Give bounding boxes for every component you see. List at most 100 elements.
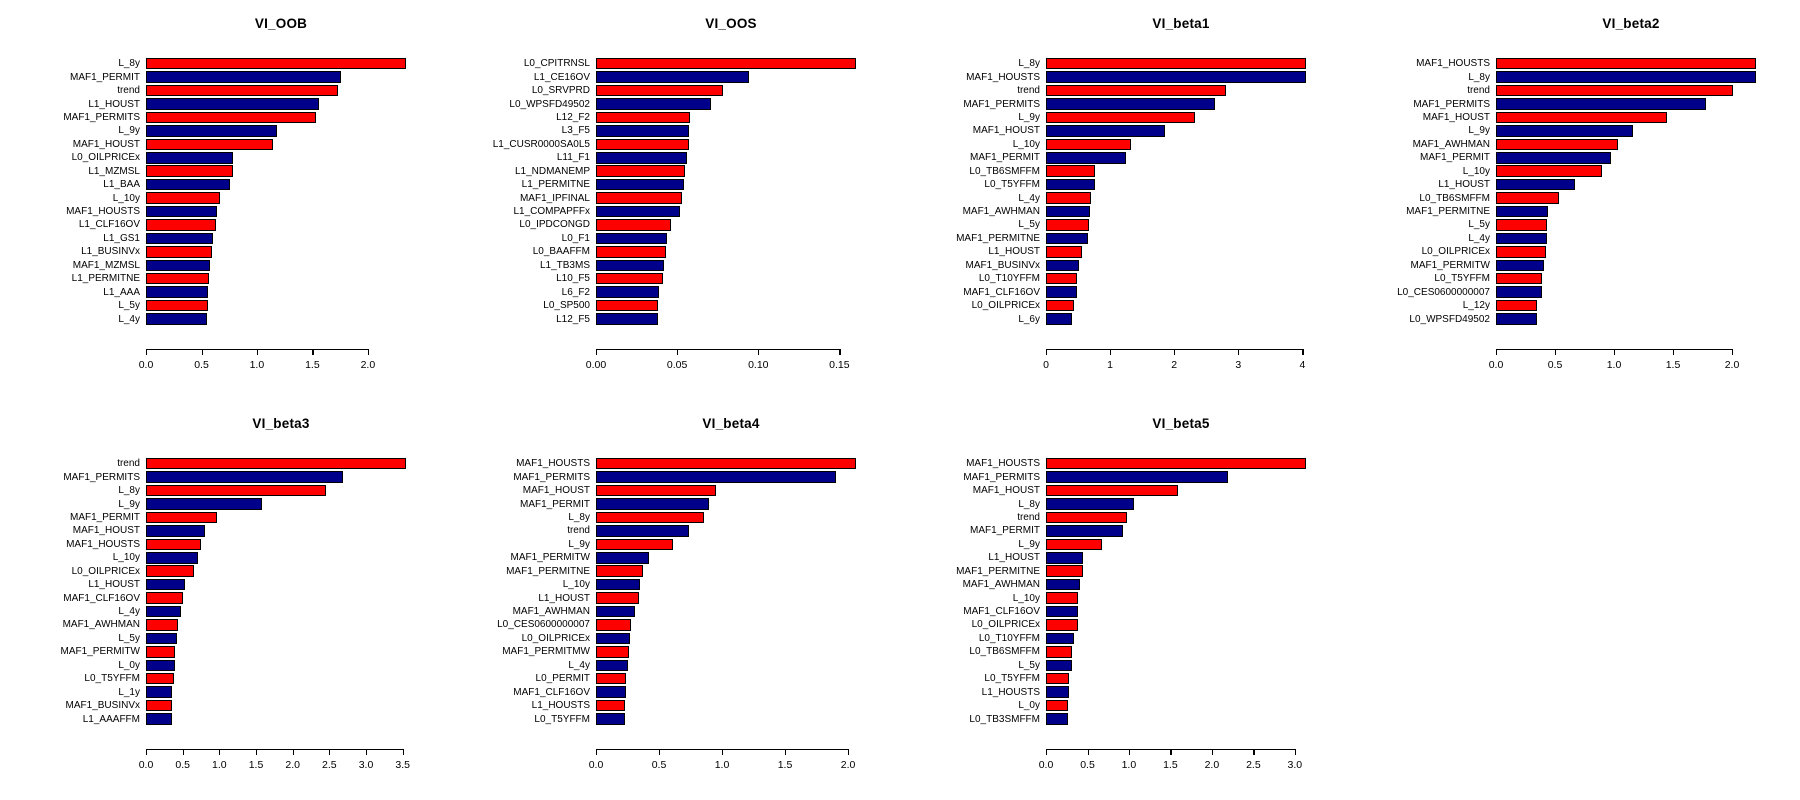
bar-row: L_4y: [0, 605, 450, 618]
category-label: trend: [1017, 511, 1040, 523]
bar-row: MAF1_CLF16OV: [0, 591, 450, 604]
category-label: MAF1_PERMIT: [1419, 152, 1490, 164]
category-label: L12_F2: [556, 111, 590, 123]
bar: [1046, 286, 1077, 298]
bar-row: MAF1_HOUSTS: [0, 205, 450, 218]
bar-row: MAF1_HOUSTS: [1350, 57, 1800, 70]
bar-track: [596, 552, 896, 564]
category-label: MAF1_PERMIT: [519, 498, 590, 510]
bar-row: L_9y: [1350, 124, 1800, 137]
bar: [146, 246, 212, 258]
axis-line: [596, 349, 840, 350]
bar-track: [146, 511, 446, 524]
bar: [146, 619, 179, 631]
bar-row: L12_F2: [450, 111, 900, 124]
bar-row: L0_PERMIT: [450, 672, 900, 685]
category-label: L_9y: [1018, 111, 1040, 123]
bar-track: [596, 299, 896, 312]
category-label: MAF1_CLF16OV: [63, 592, 140, 604]
bar-row: L0_T10YFFM: [900, 632, 1350, 645]
chart-title: VI_beta2: [1602, 16, 1660, 31]
bar-track: [146, 471, 446, 483]
bar-track: [146, 71, 446, 83]
category-label: L1_HOUSTS: [531, 700, 590, 712]
bar-row: L0_CPITRNSL: [450, 57, 900, 70]
bar-track: [1046, 84, 1346, 97]
bar-row: MAF1_AWHMAN: [900, 578, 1350, 591]
bar-row: L0_WPSFD49502: [450, 97, 900, 110]
bar-row: MAF1_AWHMAN: [450, 605, 900, 618]
bar-track: [1046, 259, 1346, 272]
category-label: L_0y: [118, 659, 140, 671]
bar: [1046, 125, 1166, 137]
bar-track: [146, 538, 446, 551]
bar-track: [146, 713, 446, 725]
axis-tick-label: 1.5: [1163, 759, 1178, 771]
bar-row: L10_F5: [450, 272, 900, 285]
bar-track: [1046, 205, 1346, 218]
bar-track: [146, 646, 446, 658]
bar-track: [596, 619, 896, 631]
category-label: trend: [117, 458, 140, 470]
category-label: L1_HOUST: [88, 98, 140, 110]
bar-track: [146, 232, 446, 245]
axis-tick: [1170, 749, 1172, 755]
bar: [146, 699, 172, 712]
bar-track: [596, 699, 896, 712]
category-label: L_4y: [568, 659, 590, 671]
bar: [146, 178, 231, 191]
bar-row: L_8y: [0, 484, 450, 497]
bar-row: L_10y: [0, 551, 450, 564]
axis-tick: [1253, 749, 1255, 755]
bar-row: L_0y: [900, 699, 1350, 712]
category-label: MAF1_PERMIT: [969, 152, 1040, 164]
category-label: L_8y: [1468, 71, 1490, 83]
bar-row: L_4y: [450, 659, 900, 672]
bar: [1496, 138, 1618, 151]
category-label: L_5y: [1018, 659, 1040, 671]
bar: [1496, 152, 1611, 164]
bar-track: [146, 286, 446, 298]
bar: [596, 619, 632, 631]
category-label: L1_TB3MS: [539, 259, 590, 271]
bar-track: [1046, 299, 1346, 312]
bar-row: L1_HOUST: [0, 578, 450, 591]
bar-row: L11_F1: [450, 151, 900, 164]
bar-row: L0_T5YFFM: [0, 672, 450, 685]
bar-track: [1046, 525, 1346, 537]
bar: [146, 205, 217, 218]
bar-row: L_9y: [0, 124, 450, 137]
chart-vi-beta2: VI_beta2 MAF1_HOUSTS L_8y trend MAF1_PERMIT…: [1350, 0, 1800, 400]
bar-row: MAF1_HOUSTS: [900, 70, 1350, 83]
category-label: MAF1_PERMITNE: [956, 232, 1040, 244]
bar-track: [146, 125, 446, 137]
bar-track: [146, 192, 446, 204]
bar: [1046, 525, 1124, 537]
bar-row: L1_HOUST: [450, 591, 900, 604]
bar-row: MAF1_BUSINVx: [0, 699, 450, 712]
category-label: MAF1_PERMIT: [969, 525, 1040, 537]
bar: [1046, 632, 1075, 645]
bar: [146, 605, 181, 618]
bar-track: [1496, 219, 1796, 231]
axis-tick: [1087, 749, 1089, 755]
bar-row: MAF1_BUSINVx: [900, 259, 1350, 272]
bar-track: [146, 699, 446, 712]
category-label: L_10y: [1012, 592, 1040, 604]
axis-tick-label: 0.00: [585, 359, 607, 371]
bar-row: L1_HOUSTS: [450, 699, 900, 712]
bar: [596, 192, 682, 204]
bar-row: L1_HOUST: [0, 97, 450, 110]
bar-row: MAF1_PERMITS: [900, 97, 1350, 110]
chart-title: VI_beta4: [702, 416, 760, 431]
category-label: L6_F2: [561, 286, 590, 298]
axis-tick-label: 0.0: [138, 359, 154, 371]
bar-row: L1_PERMITNE: [450, 178, 900, 191]
bar: [1046, 646, 1072, 658]
bar-row: L0_OILPRICEx: [450, 632, 900, 645]
bar-track: [1046, 565, 1346, 577]
bar-track: [146, 672, 446, 685]
bar-row: L0_SP500: [450, 299, 900, 312]
category-label: trend: [117, 85, 140, 97]
